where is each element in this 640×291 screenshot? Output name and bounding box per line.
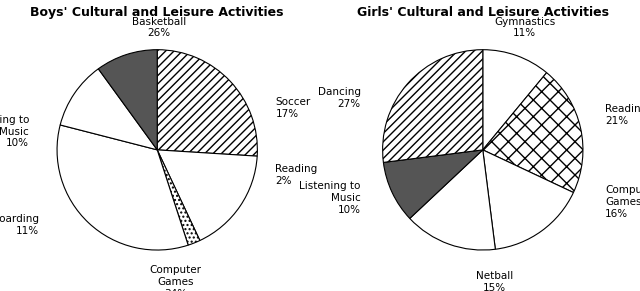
Wedge shape	[157, 50, 257, 156]
Text: Reading
2%: Reading 2%	[275, 164, 317, 186]
Wedge shape	[483, 73, 583, 193]
Text: Netball
15%: Netball 15%	[476, 271, 513, 291]
Wedge shape	[383, 150, 483, 219]
Wedge shape	[157, 150, 200, 245]
Wedge shape	[57, 125, 188, 250]
Wedge shape	[483, 50, 547, 150]
Text: Listening to
Music
10%: Listening to Music 10%	[299, 181, 360, 214]
Wedge shape	[410, 150, 495, 250]
Title: Boys' Cultural and Leisure Activities: Boys' Cultural and Leisure Activities	[31, 6, 284, 19]
Wedge shape	[483, 150, 573, 249]
Wedge shape	[99, 50, 157, 150]
Text: Basketball
26%: Basketball 26%	[132, 17, 186, 38]
Wedge shape	[157, 150, 257, 240]
Title: Girls' Cultural and Leisure Activities: Girls' Cultural and Leisure Activities	[356, 6, 609, 19]
Text: Listening to
Music
10%: Listening to Music 10%	[0, 115, 29, 148]
Text: Dancing
27%: Dancing 27%	[317, 87, 360, 109]
Text: Computer
Games
16%: Computer Games 16%	[605, 185, 640, 219]
Text: Soccer
17%: Soccer 17%	[275, 97, 310, 119]
Text: Reading
21%: Reading 21%	[605, 104, 640, 126]
Wedge shape	[60, 69, 157, 150]
Text: Gymnastics
11%: Gymnastics 11%	[494, 17, 556, 38]
Wedge shape	[383, 50, 483, 162]
Text: Skateboarding
11%: Skateboarding 11%	[0, 214, 39, 236]
Text: Computer
Games
34%: Computer Games 34%	[149, 265, 201, 291]
